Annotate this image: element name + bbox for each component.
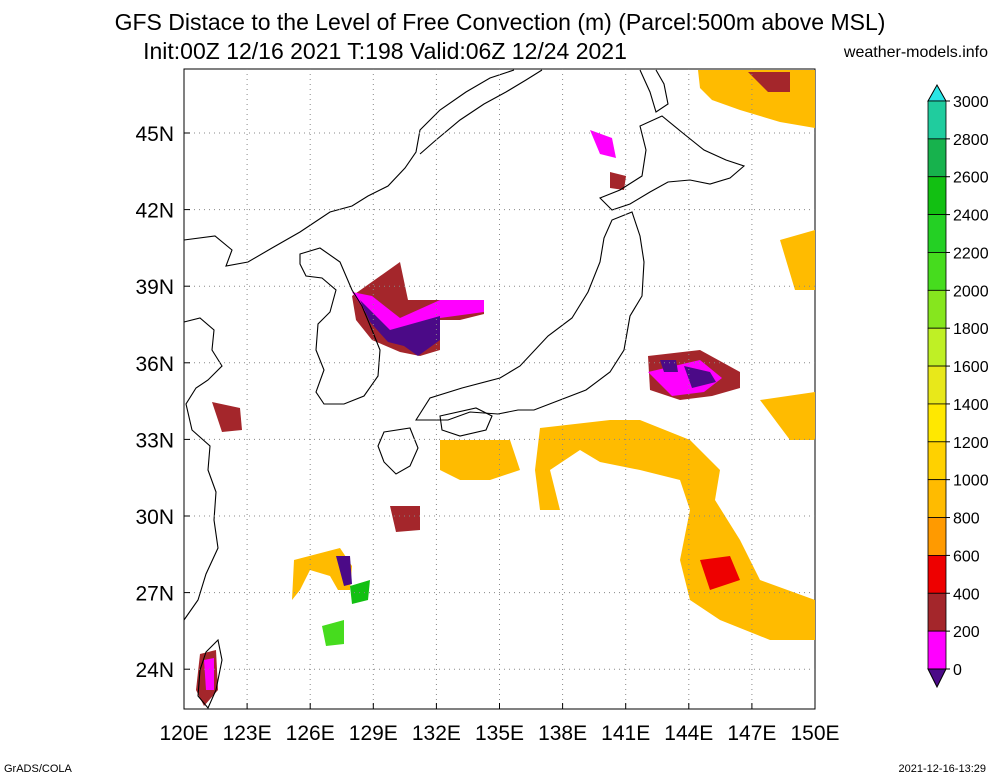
coast-honshu (414, 211, 645, 421)
colorbar-label: 2000 (953, 283, 989, 300)
lat-label: 39N (135, 276, 174, 299)
colorbar-label: 1000 (953, 473, 989, 490)
lat-label: 36N (135, 353, 174, 376)
lat-label: 24N (135, 659, 174, 682)
colorbar-segment (927, 365, 947, 405)
site-credit: weather-models.info (843, 44, 988, 61)
colorbar-segment (927, 289, 947, 329)
region-hokkaido-red (610, 172, 626, 190)
map-title: GFS Distace to the Level of Free Convect… (114, 9, 886, 35)
colorbar-label: 600 (953, 548, 980, 565)
region-yellow-sea-magenta (352, 292, 484, 334)
lon-label: 126E (286, 722, 335, 745)
colorbar-label: 2800 (953, 132, 989, 149)
region-hokkaido-purple (590, 130, 616, 158)
colorbar-segment (927, 630, 947, 670)
colorbar-segment (927, 327, 947, 367)
region-pacific-south (535, 420, 815, 640)
lat-label: 30N (135, 506, 174, 529)
colorbar-segment (927, 138, 947, 178)
lat-label: 42N (135, 200, 174, 223)
region-south-small (390, 506, 420, 532)
colorbar-label: 1400 (953, 397, 989, 414)
colorbar-label: 2400 (953, 208, 989, 225)
region-ryukyu-green (350, 580, 370, 604)
lon-label: 147E (727, 722, 776, 745)
coast-china-north (183, 69, 515, 267)
lon-axis-labels: 120E 123E 126E 129E 132E 135E 138E 141E 144E 147E… (159, 722, 839, 745)
coast-hokkaido (599, 115, 746, 211)
colorbar-segment (927, 100, 947, 140)
region-ryukyu-green-2 (322, 620, 344, 646)
region-east-pacific-2 (760, 392, 815, 440)
colorbar-label: 2600 (953, 170, 989, 187)
region-east-pacific (780, 230, 815, 290)
colorbar-segment (927, 479, 947, 518)
colorbar-label: 800 (953, 511, 980, 528)
colorbar: 3000280026002400220020001800160014001200… (927, 83, 989, 689)
coast-sakhalin (639, 69, 669, 113)
region-kanto-purple (660, 360, 716, 388)
coast-china-east (183, 317, 223, 621)
coast-shikoku (439, 407, 493, 437)
map-subtitle: Init:00Z 12/16 2021 T:198 Valid:06Z 12/2… (143, 38, 627, 64)
region-west-small (212, 402, 242, 432)
lon-label: 129E (349, 722, 398, 745)
graticule (183, 69, 816, 709)
colorbar-bottom-arrow (927, 668, 947, 689)
lat-label: 45N (135, 123, 174, 146)
lon-label: 141E (601, 722, 650, 745)
region-pacific-orange (700, 556, 740, 590)
region-yellow-sea-purple (360, 300, 440, 356)
colorbar-label: 200 (953, 624, 980, 641)
lon-label: 120E (159, 722, 208, 745)
lat-axis-labels: 45N 42N 39N 36N 33N 30N 27N 24N (135, 123, 174, 682)
field-shading (196, 70, 815, 706)
colorbar-label: 1800 (953, 321, 989, 338)
lon-label: 132E (412, 722, 461, 745)
colorbar-segment (927, 176, 947, 216)
colorbar-label: 400 (953, 586, 980, 603)
colorbar-segment (927, 555, 947, 594)
colorbar-label: 0 (953, 662, 962, 679)
lat-label: 27N (135, 583, 174, 606)
colorbar-label: 1200 (953, 435, 989, 452)
colorbar-label: 2200 (953, 245, 989, 262)
lon-label: 150E (790, 722, 839, 745)
colorbar-label: 1600 (953, 359, 989, 376)
lon-label: 135E (475, 722, 524, 745)
colorbar-segment (927, 517, 947, 556)
coast-kyushu (377, 427, 419, 475)
region-ryukyu-purple (336, 556, 352, 586)
footer-software: GrADS/COLA (4, 763, 72, 775)
colorbar-label: 3000 (953, 94, 989, 111)
region-taiwan-magenta (204, 658, 214, 690)
colorbar-segment (927, 252, 947, 291)
coast-taiwan (197, 638, 223, 710)
coast-korea (299, 247, 381, 405)
colorbar-segment (927, 403, 947, 443)
footer-timestamp: 2021-12-16-13:29 (898, 763, 986, 775)
lat-label: 33N (135, 429, 174, 452)
colorbar-segment (927, 441, 947, 481)
region-shikoku-south (440, 440, 520, 480)
lon-label: 144E (664, 722, 713, 745)
colorbar-segment (927, 592, 947, 632)
region-ryukyu-orange (292, 548, 352, 600)
lon-label: 123E (223, 722, 272, 745)
lon-label: 138E (538, 722, 587, 745)
region-kuril-dark (748, 72, 790, 92)
colorbar-segment (927, 214, 947, 253)
colorbar-top-arrow (927, 83, 947, 102)
